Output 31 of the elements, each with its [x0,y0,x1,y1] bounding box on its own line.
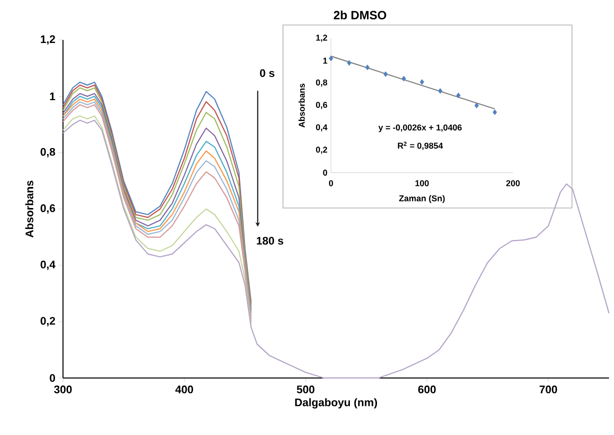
y-tick-label: 0,4 [316,124,328,132]
x-axis-title: Zaman (Sn) [399,195,445,204]
x-tick-label: 300 [54,386,72,394]
y-tick-label: 1 [50,92,56,100]
y-tick-label: 0,6 [316,102,328,110]
y-axis-title: Absorbans [298,84,305,128]
y-tick-label: 0,8 [316,79,328,87]
annotation: R$^{2}$ = 0,9854 [398,142,443,150]
y-tick-label: 0,4 [40,260,56,270]
y-tick-label: 0 [323,170,328,176]
y-tick-label: 1,2 [40,35,56,45]
y-tick-label: 0,2 [316,146,328,154]
y-tick-label: 1,2 [316,34,328,42]
y-axis-title: Absorbans [25,180,34,238]
x-tick-label: 700 [540,386,558,394]
x-tick-label: 500 [296,386,314,394]
x-axis-title: Dalgaboyu (nm) [295,398,378,408]
y-tick-label: 1 [323,58,328,64]
x-tick-label: 0 [328,180,334,186]
annotation: 180 s [256,236,284,245]
x-tick-label: 100 [415,180,429,186]
y-tick-label: 0 [50,374,56,382]
annotation: 0 s [260,69,274,78]
y-tick-label: 0,6 [40,204,56,214]
x-tick-label: 200 [506,180,520,186]
x-tick-label: 600 [418,386,436,394]
x-tick-label: 400 [175,386,194,394]
chart-title: 2b DMSO [334,10,386,20]
y-tick-label: 0,8 [40,148,56,158]
y-tick-label: 0,2 [40,316,56,326]
annotation: y = -0,0026x + 1,0406 [378,124,462,132]
